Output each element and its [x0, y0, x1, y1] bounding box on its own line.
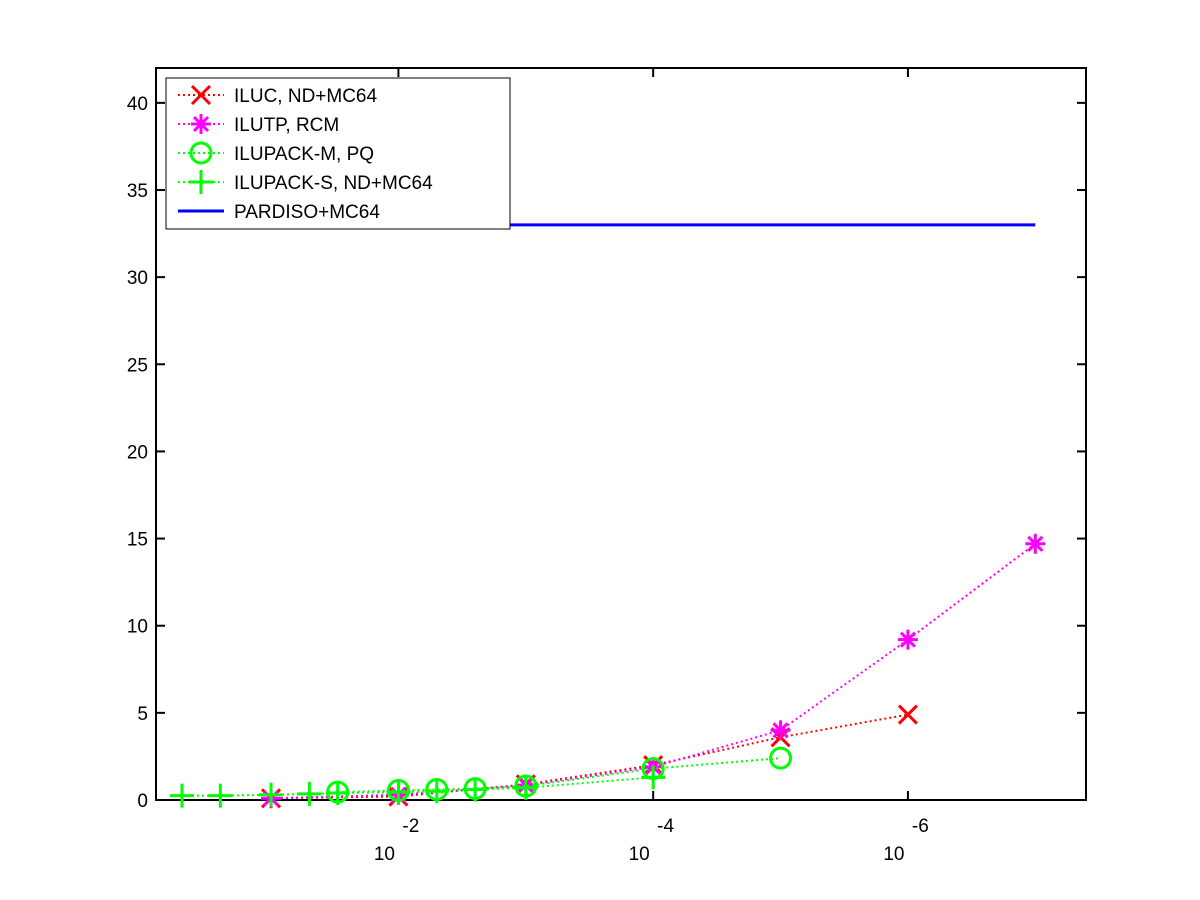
y-tick-label: 30 [127, 268, 148, 289]
x-tick-label-base: 10 [629, 844, 650, 865]
x-axis: 10 -2 10 -4 10 -6 [374, 68, 929, 865]
y-tick-label: 15 [127, 530, 148, 551]
data-point-d [1027, 535, 1044, 552]
legend-label: ILUC, ND+MC64 [234, 86, 377, 107]
x-tick-label-exponent: -2 [402, 816, 419, 837]
y-tick-label: 5 [137, 704, 148, 725]
y-tick-label: 25 [127, 355, 148, 376]
legend-label: ILUTP, RCM [234, 115, 339, 136]
series-3 [170, 765, 666, 808]
legend-marker-b [190, 84, 212, 106]
x-tick-label-base: 10 [374, 844, 395, 865]
legend: ILUC, ND+MC64 ILUTP, RCM ILUPACK-M, PQ ILUP… [165, 77, 511, 230]
y-tick-label: 40 [127, 94, 148, 115]
legend-marker-d [192, 115, 210, 133]
legend-label: ILUPACK-S, ND+MC64 [234, 173, 433, 194]
series-line [182, 776, 654, 797]
legend-entry: ILUPACK-S, ND+MC64 [178, 170, 433, 194]
legend-entry: ILUPACK-M, PQ [178, 141, 374, 165]
series-line [271, 713, 909, 800]
y-axis: 0 5 10 15 20 25 30 35 40 [127, 94, 1086, 812]
y-tick-label: 0 [137, 791, 148, 812]
data-point-d [899, 631, 916, 648]
data-point-b [897, 704, 918, 725]
x-tick-label-exponent: -4 [657, 816, 674, 837]
legend-entry: ILUTP, RCM [178, 114, 339, 136]
x-tick-label-base: 10 [883, 844, 904, 865]
series-layer [170, 223, 1046, 809]
legend-entry: ILUC, ND+MC64 [178, 84, 377, 107]
legend-entry: PARDISO+MC64 [178, 202, 380, 223]
y-tick-label: 10 [127, 617, 148, 638]
data-point-d [772, 722, 789, 739]
y-tick-label: 20 [127, 442, 148, 463]
legend-label: PARDISO+MC64 [234, 202, 380, 223]
x-tick-label-exponent: -6 [912, 816, 929, 837]
legend-label: ILUPACK-M, PQ [234, 144, 374, 165]
y-tick-label: 35 [127, 181, 148, 202]
data-point [769, 746, 793, 770]
legend-marker [189, 141, 213, 165]
